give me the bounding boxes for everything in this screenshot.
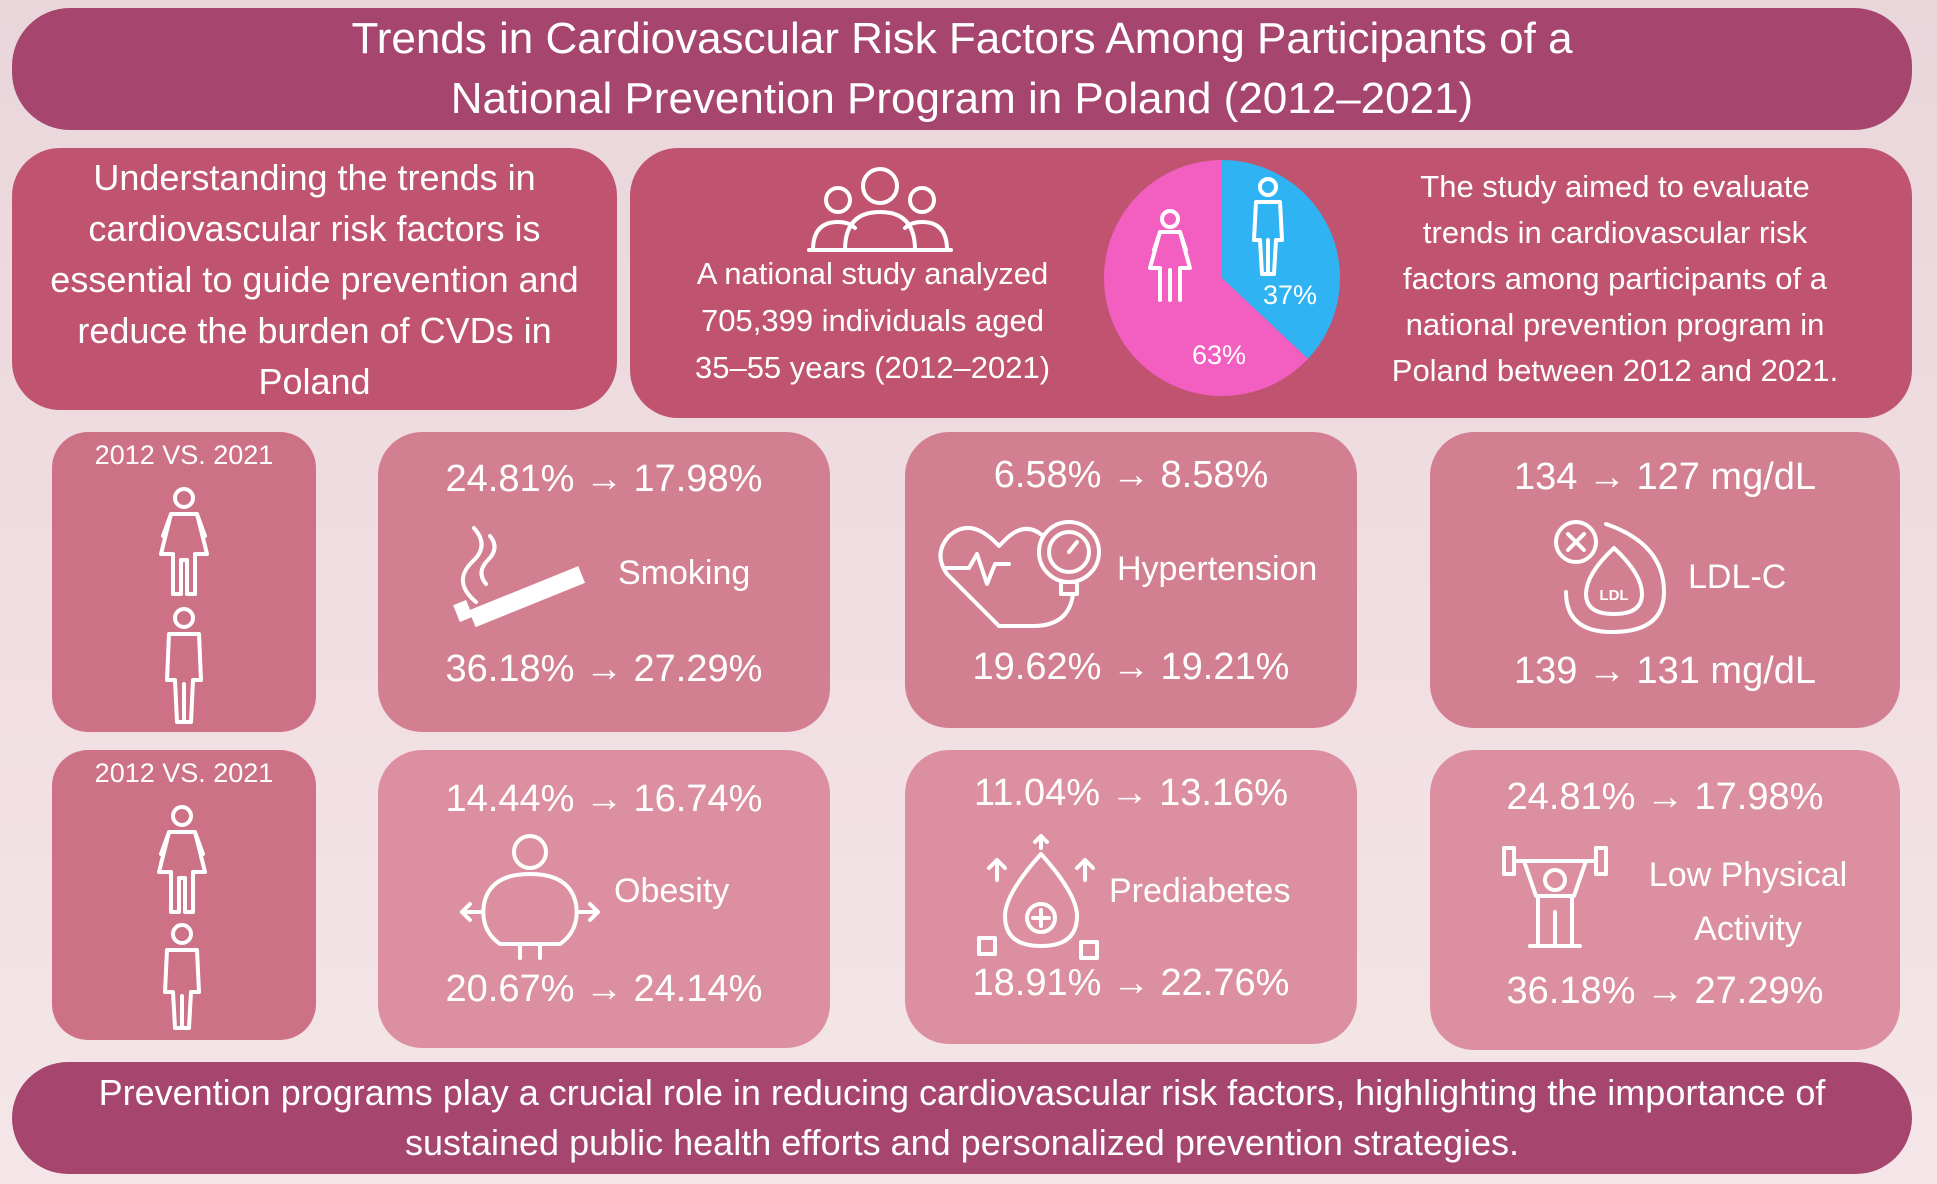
obesity-label: Obesity	[614, 872, 730, 910]
activity-male-value: 36.18% → 27.29%	[1506, 970, 1824, 1012]
intro-panel: Understanding the trends in cardiovascul…	[12, 148, 617, 410]
title-banner: Trends in Cardiovascular Risk Factors Am…	[12, 8, 1912, 130]
pie-label-male: 37%	[1263, 280, 1318, 310]
dumbbell-person-icon	[1502, 846, 1608, 948]
cigarette-icon	[453, 526, 586, 628]
ldl-male-value: 139 → 131 mg/dL	[1513, 650, 1817, 692]
hypertension-female-value: 6.58% → 8.58%	[993, 454, 1269, 496]
hypertension-card: 6.58% → 8.58% Hypertension 19.62% → 19.2…	[905, 432, 1357, 728]
male-figure-icon	[1252, 177, 1284, 276]
intro-line-3: essential to guide prevention and	[50, 258, 579, 300]
study-line-2: 705,399 individuals aged	[701, 303, 1044, 338]
comparison-label-2: 2012 VS. 2021	[94, 758, 274, 788]
glucose-drop-icon	[977, 834, 1099, 960]
prediabetes-label: Prediabetes	[1109, 872, 1291, 910]
pie-slice-male	[1222, 160, 1340, 359]
activity-label-line-2: Activity	[1694, 910, 1802, 948]
study-panel: A national study analyzed 705,399 indivi…	[630, 148, 1912, 418]
female-figure-icon	[1148, 209, 1192, 302]
comparison-card-1: 2012 VS. 2021	[52, 432, 316, 732]
intro-line-1: Understanding the trends in	[93, 156, 536, 198]
svg-text:LDL: LDL	[1599, 587, 1628, 604]
footer-banner: Prevention programs play a crucial role …	[12, 1062, 1912, 1174]
ldl-drop-icon: LDL	[1554, 520, 1666, 634]
intro-line-4: reduce the burden of CVDs in	[77, 309, 552, 351]
intro-line-2: cardiovascular risk factors is	[88, 207, 541, 249]
prediabetes-male-value: 18.91% → 22.76%	[972, 962, 1290, 1004]
hypertension-male-value: 19.62% → 19.21%	[972, 646, 1290, 688]
title-line-2: National Prevention Program in Poland (2…	[450, 74, 1474, 123]
title-line-1: Trends in Cardiovascular Risk Factors Am…	[351, 14, 1573, 63]
sex-pie-chart	[1104, 160, 1340, 396]
female-figure-icon	[159, 487, 209, 596]
smoking-male-value: 36.18% → 27.29%	[445, 648, 763, 690]
aim-line-4: national prevention program in	[1405, 307, 1825, 342]
male-figure-icon	[163, 923, 201, 1030]
obesity-female-value: 14.44% → 16.74%	[445, 778, 763, 820]
intro-line-5: Poland	[258, 360, 371, 402]
smoking-female-value: 24.81% → 17.98%	[445, 458, 763, 500]
pie-label-female: 63%	[1192, 340, 1247, 370]
ldl-label: LDL-C	[1688, 558, 1787, 596]
comparison-label-1: 2012 VS. 2021	[94, 440, 274, 470]
obesity-male-value: 20.67% → 24.14%	[445, 968, 763, 1010]
female-figure-icon	[157, 805, 207, 914]
aim-line-2: trends in cardiovascular risk	[1422, 215, 1808, 250]
hypertension-label: Hypertension	[1117, 550, 1318, 588]
aim-line-3: factors among participants of a	[1403, 261, 1827, 296]
smoking-card: 24.81% → 17.98% Smoking 36.18% → 27.29%	[378, 432, 830, 732]
footer-line-1: Prevention programs play a crucial role …	[98, 1072, 1826, 1113]
study-line-1: A national study analyzed	[696, 256, 1049, 291]
aim-line-5: Poland between 2012 and 2021.	[1391, 353, 1839, 388]
activity-card: 24.81% → 17.98% Low Physical Activity 36…	[1430, 750, 1900, 1050]
activity-female-value: 24.81% → 17.98%	[1506, 776, 1824, 818]
obesity-card: 14.44% → 16.74% Obesity 20.67% → 24.14%	[378, 750, 830, 1048]
obese-person-icon	[460, 834, 600, 960]
smoking-label: Smoking	[618, 554, 751, 592]
heart-pressure-icon	[938, 520, 1101, 628]
prediabetes-female-value: 11.04% → 13.16%	[973, 772, 1289, 814]
pie-slice-female	[1104, 160, 1309, 396]
study-text: A national study analyzed 705,399 indivi…	[680, 250, 1065, 391]
study-line-3: 35–55 years (2012–2021)	[694, 350, 1051, 385]
prediabetes-card: 11.04% → 13.16% Prediabetes 18.91% → 22.…	[905, 750, 1357, 1044]
activity-label: Low Physical Activity	[1618, 848, 1878, 956]
activity-label-line-1: Low Physical	[1648, 856, 1848, 894]
aim-text: The study aimed to evaluate trends in ca…	[1355, 156, 1875, 394]
male-figure-icon	[165, 607, 203, 724]
group-people-icon	[807, 167, 953, 252]
ldl-female-value: 134 → 127 mg/dL	[1513, 456, 1817, 498]
comparison-card-2: 2012 VS. 2021	[52, 750, 316, 1040]
aim-line-1: The study aimed to evaluate	[1420, 169, 1810, 204]
footer-line-2: sustained public health efforts and pers…	[404, 1122, 1520, 1163]
ldl-card: 134 → 127 mg/dL LDL LDL-C 139 → 131 mg/d…	[1430, 432, 1900, 728]
